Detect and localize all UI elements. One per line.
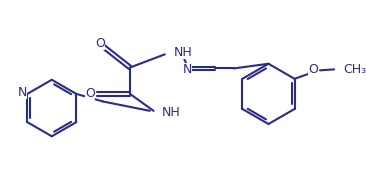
Text: N: N [183,63,192,76]
Text: N: N [18,86,27,99]
Text: NH: NH [173,46,192,59]
Text: O: O [86,87,96,100]
Text: NH: NH [162,106,181,119]
Text: O: O [95,36,105,49]
Text: CH₃: CH₃ [344,63,366,76]
Text: O: O [309,63,318,76]
